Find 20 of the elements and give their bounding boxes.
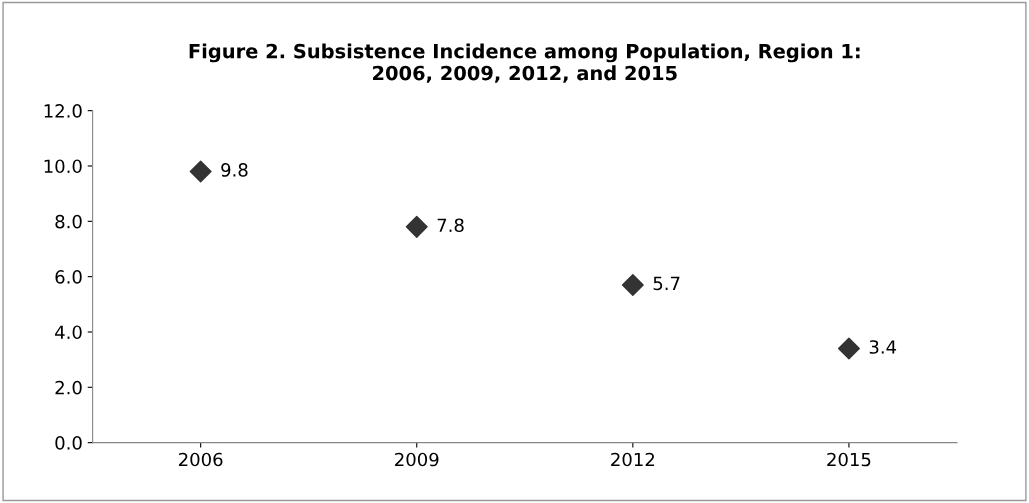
y-tick-label: 8.0 [55, 214, 82, 229]
data-label: 3.4 [869, 340, 897, 354]
x-tick-label: 2012 [611, 452, 654, 467]
y-tick-label: 6.0 [55, 270, 82, 284]
x-tick-label: 2015 [827, 452, 871, 467]
y-tick-label: 0.0 [55, 436, 82, 450]
chart-title: Figure 2. Subsistence Incidence among Population, Region 1: 2006, 2009, 2012, and 2015 [189, 43, 860, 83]
y-tick-label: 4.0 [55, 325, 82, 340]
y-tick-label: 10.0 [44, 159, 82, 174]
point [621, 273, 644, 296]
point [189, 160, 212, 183]
x-tick-label: 2006 [179, 452, 223, 467]
y-tick-label: 2.0 [55, 380, 82, 395]
data-label: 9.8 [221, 163, 248, 177]
data-label: 7.8 [437, 218, 464, 233]
point [405, 215, 428, 238]
y-tick-label: 12.0 [44, 104, 82, 118]
point [837, 337, 860, 360]
data-label: 5.7 [653, 276, 680, 291]
x-tick-label: 2009 [395, 452, 439, 467]
